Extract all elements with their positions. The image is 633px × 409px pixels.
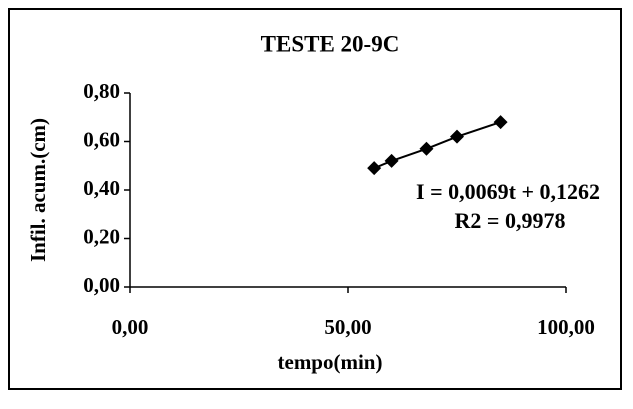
data-point <box>419 141 434 156</box>
y-tick-label: 0,80 <box>83 79 120 103</box>
r-squared: R2 = 0,9978 <box>455 208 566 233</box>
y-tick-label: 0,60 <box>83 127 120 151</box>
x-tick-label: 0,00 <box>112 315 149 339</box>
chart-title: TESTE 20-9C <box>261 31 400 56</box>
data-point <box>450 129 464 144</box>
trend-equation: I = 0,0069t + 0,1262 <box>416 179 600 204</box>
x-axis-label: tempo(min) <box>278 350 383 374</box>
data-point <box>493 115 508 130</box>
y-tick-label: 0,00 <box>83 273 120 297</box>
y-axis-label: Infil. acum.(cm) <box>26 118 50 262</box>
data-point <box>367 161 382 176</box>
y-tick-label: 0,40 <box>83 176 120 200</box>
x-tick-label: 50,00 <box>324 315 371 339</box>
y-tick-label: 0,20 <box>83 224 120 248</box>
x-tick-label: 100,00 <box>537 315 595 339</box>
chart-border <box>8 8 622 390</box>
data-point <box>384 153 399 168</box>
